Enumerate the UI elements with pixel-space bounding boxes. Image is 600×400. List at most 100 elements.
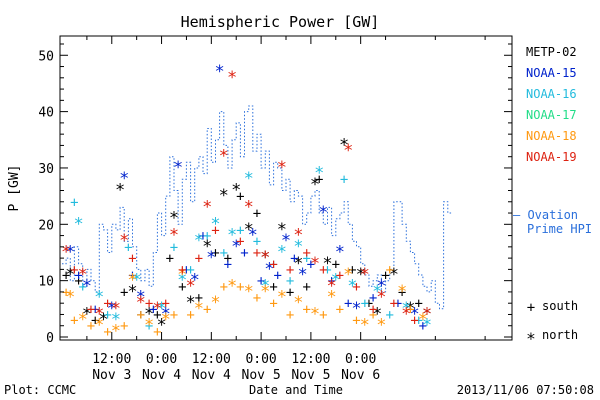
data-point: * xyxy=(185,276,195,296)
data-point: * xyxy=(194,299,204,319)
data-point: * xyxy=(214,62,224,82)
data-point: + xyxy=(315,172,323,188)
data-point: + xyxy=(286,274,294,290)
data-point: + xyxy=(385,308,393,324)
data-point: + xyxy=(178,262,186,278)
data-point: * xyxy=(227,226,237,246)
data-point: * xyxy=(161,305,171,325)
x-axis-label: Date and Time xyxy=(249,383,343,397)
data-point: * xyxy=(206,248,216,268)
data-point: + xyxy=(145,296,153,312)
data-point: + xyxy=(286,285,294,301)
data-point: * xyxy=(119,169,129,189)
data-point: * xyxy=(127,282,137,302)
data-point: * xyxy=(339,135,349,155)
x-tick-time-label: 12:00 xyxy=(92,352,131,367)
data-point: + xyxy=(186,262,194,278)
data-point: + xyxy=(390,296,398,312)
data-point: * xyxy=(310,254,320,274)
data-point: * xyxy=(65,243,75,263)
data-point: + xyxy=(302,251,310,267)
x-tick-date-label: Nov 5 xyxy=(242,368,281,383)
data-point: * xyxy=(409,305,419,325)
data-point: + xyxy=(137,308,145,324)
data-point: * xyxy=(326,288,336,308)
data-point: + xyxy=(87,319,95,335)
legend-entry: NOAA-19 xyxy=(526,150,577,164)
data-point: * xyxy=(293,237,303,257)
data-point: + xyxy=(352,279,360,295)
data-point: * xyxy=(156,316,166,336)
data-point: * xyxy=(231,237,241,257)
data-point: * xyxy=(401,305,411,325)
data-point: + xyxy=(145,319,153,335)
data-point: + xyxy=(149,302,157,318)
data-point: * xyxy=(210,214,220,234)
ovation-legend-label-2: Prime HPI xyxy=(527,222,592,236)
data-point: + xyxy=(398,285,406,301)
data-point: + xyxy=(269,257,277,273)
data-point: + xyxy=(166,251,174,267)
data-point: * xyxy=(397,282,407,302)
data-point: * xyxy=(376,276,386,296)
data-point: + xyxy=(182,262,190,278)
data-point: * xyxy=(161,310,171,330)
marker-legend: + south * north xyxy=(526,299,578,348)
data-point: + xyxy=(91,313,99,329)
data-point: * xyxy=(277,243,287,263)
data-point: + xyxy=(220,246,228,262)
data-point: * xyxy=(111,310,121,330)
data-point: * xyxy=(297,265,307,285)
data-point: * xyxy=(389,265,399,285)
data-point: * xyxy=(219,147,229,167)
data-point: + xyxy=(253,206,261,222)
data-point: * xyxy=(173,158,183,178)
data-point: * xyxy=(310,175,320,195)
data-point: * xyxy=(231,181,241,201)
data-point: * xyxy=(98,310,108,330)
data-point: + xyxy=(253,291,261,307)
data-point: + xyxy=(87,302,95,318)
data-point: * xyxy=(405,299,415,319)
data-point: * xyxy=(65,288,75,308)
x-tick-time-label: 0:00 xyxy=(345,352,376,367)
data-point: * xyxy=(227,276,237,296)
data-point: * xyxy=(260,248,270,268)
x-tick-date-label: Nov 4 xyxy=(142,368,181,383)
data-point: + xyxy=(302,279,310,295)
data-point: + xyxy=(253,234,261,250)
data-point: * xyxy=(260,282,270,302)
data-point: * xyxy=(177,271,187,291)
marker-legend-label: south xyxy=(542,299,578,313)
data-point: + xyxy=(348,262,356,278)
data-point: * xyxy=(65,265,75,285)
data-point: * xyxy=(73,214,83,234)
data-point: + xyxy=(327,274,335,290)
data-point: * xyxy=(227,68,237,88)
data-point: + xyxy=(269,279,277,295)
data-point: * xyxy=(376,316,386,336)
data-point: + xyxy=(336,268,344,284)
data-point: + xyxy=(170,308,178,324)
data-point: * xyxy=(244,220,254,240)
data-point: * xyxy=(322,254,332,274)
data-point: + xyxy=(414,313,422,329)
data-point: + xyxy=(161,296,169,312)
data-point: * xyxy=(244,197,254,217)
data-point: * xyxy=(260,276,270,296)
y-tick-label: 30 xyxy=(38,162,54,177)
data-point: + xyxy=(236,223,244,239)
data-point: + xyxy=(269,296,277,312)
data-point: + xyxy=(195,291,203,307)
data-point: * xyxy=(318,203,328,223)
data-point: + xyxy=(91,302,99,318)
data-point: + xyxy=(394,296,402,312)
data-point: * xyxy=(144,305,154,325)
data-point: * xyxy=(293,293,303,313)
y-tick-label: 50 xyxy=(38,49,54,64)
data-point: * xyxy=(260,248,270,268)
data-point: + xyxy=(414,296,422,312)
data-point: * xyxy=(331,271,341,291)
